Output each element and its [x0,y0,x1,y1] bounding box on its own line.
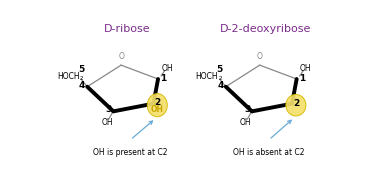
Text: HOCH: HOCH [57,72,79,81]
Text: OH: OH [240,118,252,127]
Text: HOCH: HOCH [196,72,218,81]
Text: 1: 1 [160,74,167,83]
Text: 2: 2 [80,76,83,81]
Ellipse shape [286,94,306,116]
Text: OH: OH [161,64,173,73]
Text: 4: 4 [79,81,85,90]
Ellipse shape [147,94,167,117]
Text: OH: OH [151,105,164,114]
Text: O: O [118,52,124,61]
Text: 3: 3 [244,105,250,114]
Text: 2: 2 [218,76,222,81]
Text: 2: 2 [154,98,161,107]
Text: OH is absent at C2: OH is absent at C2 [233,148,305,157]
Text: 3: 3 [106,105,112,114]
Text: 5: 5 [78,65,84,74]
Text: 5: 5 [217,65,223,74]
Text: OH is present at C2: OH is present at C2 [93,148,168,157]
Text: D-2-deoxyribose: D-2-deoxyribose [220,24,312,34]
Text: D-ribose: D-ribose [104,24,150,34]
Text: 2: 2 [293,99,299,108]
Text: OH: OH [102,118,113,127]
Text: 1: 1 [299,74,305,83]
Text: OH: OH [300,64,312,73]
Text: O: O [257,52,262,61]
Text: 4: 4 [217,81,224,90]
